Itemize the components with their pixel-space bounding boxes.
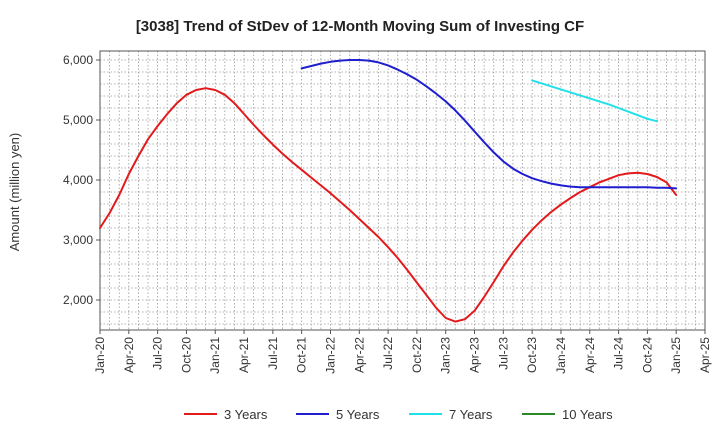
x-tick-label: Jan-25 xyxy=(669,337,683,374)
x-tick-label: Jan-21 xyxy=(208,337,222,374)
legend-item-3: 7 Years xyxy=(409,407,493,422)
x-tick-label: Apr-24 xyxy=(583,337,597,373)
x-tick-label: Oct-23 xyxy=(525,337,539,373)
legend-item-1: 3 Years xyxy=(184,407,268,422)
legend-label: 10 Years xyxy=(562,407,613,422)
x-tick-label: Apr-22 xyxy=(352,337,366,373)
x-tick-label: Jan-20 xyxy=(93,337,107,374)
x-tick-label: Jan-22 xyxy=(323,337,337,374)
plot-area xyxy=(99,50,706,331)
x-tick-label: Jul-20 xyxy=(151,337,165,370)
x-tick-label: Oct-22 xyxy=(410,337,424,373)
legend-item-4: 10 Years xyxy=(522,407,613,422)
y-tick-label: 5,000 xyxy=(63,113,93,127)
y-axis-ticks: 2,000 3,000 4,000 5,000 6,000 xyxy=(63,53,100,307)
series-lines xyxy=(99,59,678,323)
legend-label: 7 Years xyxy=(449,407,493,422)
legend-label: 5 Years xyxy=(336,407,380,422)
x-tick-label: Apr-21 xyxy=(237,337,251,373)
legend: 3 Years 5 Years 7 Years 10 Years xyxy=(184,407,613,422)
x-tick-label: Apr-20 xyxy=(122,337,136,373)
x-tick-label: Jul-23 xyxy=(496,337,510,370)
y-tick-label: 2,000 xyxy=(63,293,93,307)
x-tick-label: Jul-22 xyxy=(381,337,395,370)
series-line-2 xyxy=(300,59,678,190)
x-tick-label: Oct-20 xyxy=(179,337,193,373)
chart-title: [3038] Trend of StDev of 12-Month Moving… xyxy=(136,18,584,35)
x-tick-label: Jan-23 xyxy=(439,337,453,374)
x-tick-label: Oct-21 xyxy=(295,337,309,373)
legend-label: 3 Years xyxy=(224,407,268,422)
x-tick-label: Apr-23 xyxy=(468,337,482,373)
x-tick-label: Jul-24 xyxy=(612,337,626,370)
grid-lines xyxy=(99,51,706,330)
y-tick-label: 3,000 xyxy=(63,233,93,247)
series-line-3 xyxy=(531,79,658,123)
y-tick-label: 4,000 xyxy=(63,173,93,187)
legend-item-2: 5 Years xyxy=(296,407,380,422)
x-tick-label: Apr-25 xyxy=(698,337,712,373)
x-axis-ticks: Jan-20 Apr-20 Jul-20 Oct-20 Jan-21 Apr-21 Jul-… xyxy=(93,330,712,374)
series-line-1 xyxy=(99,87,678,323)
y-axis-label: Amount (million yen) xyxy=(7,133,22,252)
x-tick-label: Jul-21 xyxy=(266,337,280,370)
x-tick-label: Oct-24 xyxy=(640,337,654,373)
x-tick-label: Jan-24 xyxy=(554,337,568,374)
y-tick-label: 6,000 xyxy=(63,53,93,67)
